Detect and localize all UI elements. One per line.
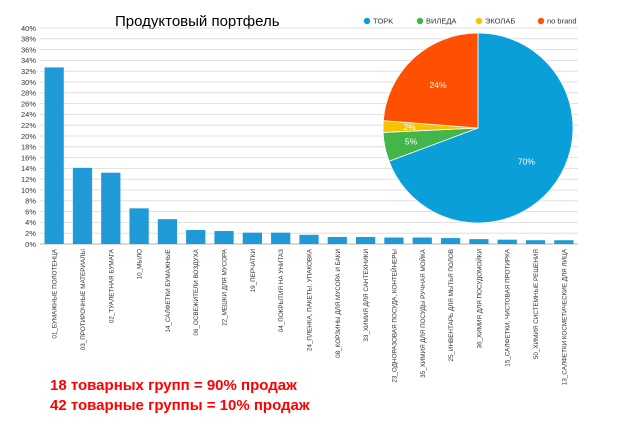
legend-label: TOPK [373, 17, 393, 26]
y-tick-label: 12% [21, 175, 36, 184]
y-tick-label: 4% [25, 218, 36, 227]
pie-slice [382, 32, 479, 129]
y-tick-label: 36% [21, 45, 36, 54]
y-tick-label: 18% [21, 143, 36, 152]
y-tick-label: 22% [21, 121, 36, 130]
pie-slice-labels: 70% 5% 2% 24% [403, 80, 535, 167]
bar [440, 238, 461, 244]
x-tick-label: 19_ПЕРЧАТКИ [250, 249, 257, 293]
y-tick-label: 26% [21, 99, 36, 108]
bar [327, 236, 347, 244]
bar [469, 239, 489, 244]
x-tick-label: 25_ИНВЕНТАРЬ ДЛЯ МЫТЬЯ ПОЛОВ [448, 249, 455, 362]
y-tick-label: 16% [21, 153, 36, 162]
bar [356, 236, 376, 244]
bar [299, 234, 319, 244]
x-tick-label: 14_САЛФЕТКИ БУМАЖНЫЕ [165, 249, 172, 333]
x-tick-label: 10_МЫЛО [137, 249, 144, 279]
y-tick-label: 14% [21, 164, 36, 173]
x-tick-label: 35_ХИМИЯ ДЛЯ ПОСУДЫ РУЧНАЯ МОЙКА [418, 248, 427, 378]
bar [101, 172, 121, 244]
y-tick-label: 38% [21, 35, 36, 44]
bar [525, 240, 546, 244]
x-tick-label: 13_САЛФЕТКИ КОСМЕТИЧЕСКИЕ ДЛЯ ЛИЦА [561, 248, 568, 385]
bar [44, 67, 64, 244]
y-tick-label: 8% [25, 197, 36, 206]
legend-swatch [416, 17, 424, 25]
x-tick-label: 08_КОРЗИНЫ ДЛЯ МУСОРА И БАКИ [335, 249, 342, 358]
pie-slices [382, 32, 574, 224]
x-axis-labels: 01_БУМАЖНЫЕ ПОЛОТЕНЦА 03_ПРОТИРОЧНЫЕ МАТЕ… [52, 248, 569, 385]
bar [242, 232, 262, 244]
pie-slice-label: 24% [429, 80, 446, 90]
bars [44, 67, 574, 244]
x-tick-label: 15_САЛФЕТКИ, ЧИСТОВАЯ ПРОТИРКА [505, 248, 512, 367]
bar [214, 231, 234, 244]
y-tick-label: 30% [21, 78, 36, 87]
y-tick-label: 0% [25, 240, 36, 249]
legend-label: ВИЛЕДА [426, 17, 456, 26]
bar [72, 167, 93, 244]
x-tick-label: 50_ХИМИЯ СИСТЕМНЫЕ РЕШЕНИЯ [533, 249, 540, 360]
legend-swatch [363, 17, 371, 25]
bar [271, 232, 291, 244]
y-tick-label: 10% [21, 186, 36, 195]
pie-slice-label: 5% [405, 137, 418, 147]
x-tick-label: 33_ХИМИЯ ДЛЯ САНТЕХНИКИ [363, 249, 370, 342]
x-tick-label: 01_БУМАЖНЫЕ ПОЛОТЕНЦА [52, 248, 59, 338]
y-axis-ticks: 0% 2% 4% 6%8% 10% 12% 14% 16%18% 20% 22% 24% 26%28%… [21, 24, 36, 249]
y-tick-label: 20% [21, 132, 36, 141]
legend-label: ЭКОЛАБ [485, 17, 515, 26]
bar [186, 229, 206, 244]
bar [384, 237, 404, 244]
pie-chart: TOPK ВИЛЕДА ЭКОЛАБ no brand 70% 5% 2% 24% [363, 17, 577, 224]
x-tick-label: 06_ОСВЕЖИТЕЛИ ВОЗДУХА [193, 248, 200, 335]
pie-legend: TOPK ВИЛЕДА ЭКОЛАБ no brand [363, 17, 577, 26]
bar [554, 240, 574, 244]
x-tick-label: 04_ПОКРЫТИЯ НА УНИТАЗ [278, 249, 285, 332]
x-tick-label: 03_ПРОТИРОЧНЫЕ МАТЕРИАЛЫ [80, 249, 87, 351]
y-tick-label: 40% [21, 24, 36, 33]
pie-slice-label: 70% [518, 157, 535, 167]
chart-title: Продуктовый портфель [115, 13, 280, 30]
y-tick-label: 6% [25, 207, 36, 216]
y-tick-label: 28% [21, 89, 36, 98]
x-tick-label: 22_МЕШКИ ДЛЯ МУСОРА [222, 248, 229, 326]
bar [157, 219, 178, 244]
pie-slice-label: 2% [403, 122, 416, 132]
y-tick-label: 24% [21, 110, 36, 119]
bar [412, 237, 432, 244]
x-tick-label: 23_ОДНОРАЗОВАЯ ПОСУДА, КОНТЕЙНЕРЫ [389, 249, 398, 383]
pie-slice [388, 32, 574, 224]
x-tick-label: 36_ХИМИЯ ДЛЯ ПОСУДОМОЙКИ [474, 249, 483, 349]
footer-summary-line-2: 42 товарные группы = 10% продаж [50, 397, 310, 414]
bar [497, 239, 517, 244]
x-tick-label: 02_ТУАЛЕТНАЯ БУМАГА [108, 248, 115, 323]
y-tick-label: 32% [21, 67, 36, 76]
footer-summary-line-1: 18 товарных групп = 90% продаж [50, 377, 297, 394]
y-tick-label: 34% [21, 56, 36, 65]
legend-swatch [537, 17, 545, 25]
legend-label: no brand [547, 17, 577, 26]
bar [129, 208, 149, 244]
legend-swatch [475, 17, 483, 25]
y-tick-label: 2% [25, 229, 36, 238]
x-tick-label: 24_ПЛЕНКА, ПАКЕТЫ, УПАКОВКА [307, 248, 314, 351]
